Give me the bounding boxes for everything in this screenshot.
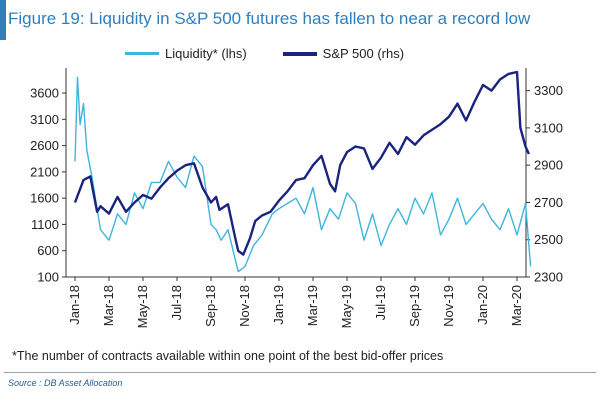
x-axis-tick-label: May-19 bbox=[339, 285, 354, 328]
right-axis-tick-label: 2700 bbox=[534, 195, 563, 210]
left-axis-tick-label: 3100 bbox=[30, 112, 59, 127]
x-axis-tick-label: Mar-20 bbox=[509, 285, 524, 326]
right-axis-tick-label: 2300 bbox=[534, 270, 563, 285]
chart-title: Figure 19: Liquidity in S&P 500 futures … bbox=[8, 9, 531, 28]
right-axis-tick-label: 3100 bbox=[534, 120, 563, 135]
x-axis-tick-label: Mar-18 bbox=[101, 285, 116, 326]
x-axis-tick-label: May-18 bbox=[135, 285, 150, 328]
legend-label-liquidity: Liquidity* (lhs) bbox=[165, 46, 247, 61]
left-axis-tick-label: 600 bbox=[37, 243, 59, 258]
left-axis-tick-label: 2600 bbox=[30, 138, 59, 153]
legend-swatch-liquidity bbox=[125, 52, 159, 55]
source-note: Source : DB Asset Allocation bbox=[8, 378, 123, 388]
x-axis-tick-label: Jan-18 bbox=[67, 285, 82, 325]
x-axis-tick-label: Nov-19 bbox=[441, 285, 456, 327]
legend-label-sp500: S&P 500 (rhs) bbox=[322, 46, 405, 61]
x-axis-tick-label: Jul-18 bbox=[169, 285, 184, 320]
right-axis-tick-label: 2500 bbox=[534, 232, 563, 247]
footer-divider bbox=[4, 372, 596, 373]
series-line-liquidity bbox=[74, 76, 532, 273]
left-axis-tick-label: 1600 bbox=[30, 191, 59, 206]
legend-item-liquidity: Liquidity* (lhs) bbox=[125, 46, 247, 61]
footnote: *The number of contracts available withi… bbox=[12, 349, 444, 363]
left-axis-tick-label: 3600 bbox=[30, 86, 59, 101]
left-axis-tick-label: 2100 bbox=[30, 164, 59, 179]
right-axis-tick-label: 2900 bbox=[534, 158, 563, 173]
x-axis-tick-label: Jul-19 bbox=[373, 285, 388, 320]
left-axis-tick-label: 1100 bbox=[31, 217, 59, 232]
left-axis-tick-label: 100 bbox=[37, 270, 59, 285]
right-axis-tick-label: 3300 bbox=[534, 83, 563, 98]
title-accent-bar bbox=[0, 0, 6, 40]
x-axis-tick-label: Nov-18 bbox=[237, 285, 252, 327]
x-axis-tick-label: Mar-19 bbox=[305, 285, 320, 326]
legend-swatch-sp500 bbox=[282, 51, 317, 56]
x-axis-tick-label: Sep-18 bbox=[203, 285, 218, 327]
series-line-sp500 bbox=[73, 70, 530, 256]
x-axis-tick-label: Jan-19 bbox=[271, 285, 286, 325]
chart-legend: Liquidity* (lhs) S&P 500 (rhs) bbox=[125, 46, 404, 61]
x-axis-tick-label: Jan-20 bbox=[475, 285, 490, 325]
x-axis-tick-label: Sep-19 bbox=[407, 285, 422, 327]
chart-plot: 100 600 1100 1600 2100 2600 3100 3600 2300 2500 27… bbox=[30, 68, 563, 328]
legend-item-sp500: S&P 500 (rhs) bbox=[282, 46, 405, 61]
